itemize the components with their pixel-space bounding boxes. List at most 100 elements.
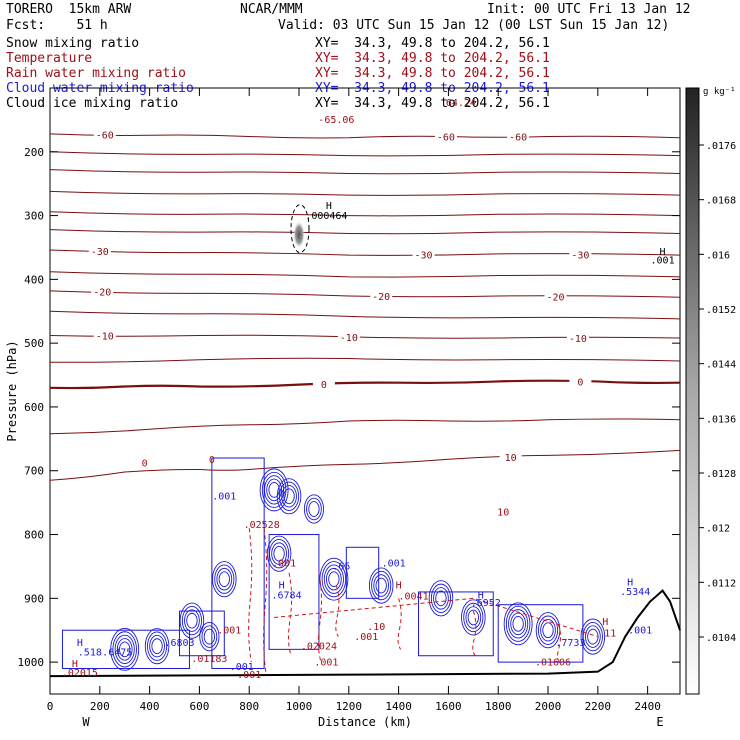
cloud-water-contour <box>268 482 280 498</box>
contour-label: .518 <box>78 648 102 659</box>
field-name: Snow mixing ratio <box>6 36 140 51</box>
contour-label: .7733 <box>555 638 585 649</box>
field-xs: XY= 34.3, 49.8 to 204.2, 56.1 <box>315 96 550 111</box>
colorbar-tick-label: .0136 <box>706 414 736 425</box>
contour-label: .001 <box>212 491 236 502</box>
colorbar-tick-label: .0168 <box>706 196 736 207</box>
cloud-water-contour <box>147 631 168 661</box>
cloud-water-contour <box>542 622 554 639</box>
contour-label: .001 <box>230 662 254 673</box>
isotherm-line <box>49 151 681 157</box>
cloud-water-contour <box>119 641 131 658</box>
contour-label: .6475 <box>102 648 132 659</box>
y-tick-label: 300 <box>24 210 44 223</box>
x-tick-label: 600 <box>189 700 209 713</box>
cloud-water-contour <box>503 602 533 646</box>
field-xs: XY= 34.3, 49.8 to 204.2, 56.1 <box>315 36 550 51</box>
field-xs: XY= 34.3, 49.8 to 204.2, 56.1 <box>315 51 550 66</box>
contour-label: 0 <box>209 455 215 466</box>
cloud-water-outline <box>345 546 380 599</box>
colorbar-tick-label: .0104 <box>706 633 736 644</box>
cloud-water-contour <box>537 615 559 645</box>
isotherm-line <box>49 418 681 435</box>
isotherm-label-bg <box>566 332 589 344</box>
init-label: Init: 00 UTC Fri 13 Jan 12 <box>487 2 691 17</box>
contour-label: H <box>627 578 633 589</box>
isotherm-label: -20 <box>372 292 390 303</box>
isotherm-label-bg <box>93 329 116 341</box>
contour-label: H <box>478 590 484 601</box>
x-tick-label: 1600 <box>435 700 462 713</box>
y-tick-label: 400 <box>24 273 44 286</box>
contour-label: H <box>602 617 608 628</box>
contour-label: H <box>279 581 285 592</box>
x-axis-left-end: W <box>82 715 90 729</box>
cloud-water-contour <box>144 628 170 665</box>
isotherm-line <box>49 449 681 481</box>
rain-water-contour <box>274 597 598 638</box>
cloud-water-outline <box>178 610 225 657</box>
rain-water-contour <box>335 585 340 637</box>
isotherm-label-bg <box>370 289 393 301</box>
isotherm-label-bg <box>569 248 592 260</box>
isotherm-label-bg <box>499 450 522 462</box>
terrain-line <box>49 589 681 678</box>
cloud-water-contour <box>433 587 449 610</box>
isotherm-label: -10 <box>569 334 587 345</box>
cloud-water-contour <box>186 612 198 629</box>
contour-label: 64.24 <box>446 98 476 109</box>
cloud-water-contour <box>375 577 387 594</box>
cloud-water-contour <box>430 583 451 613</box>
x-axis-right-end: E <box>656 715 663 729</box>
cloud-water-contour <box>201 625 218 648</box>
y-tick-label: 900 <box>24 592 44 605</box>
cloud-water-contour <box>428 580 454 617</box>
cloud-water-contour <box>273 545 285 562</box>
cloud-water-contour <box>435 590 447 607</box>
x-tick-label: 200 <box>90 700 110 713</box>
contour-label: .001 <box>217 625 241 636</box>
field-xs: XY= 34.3, 49.8 to 204.2, 56.1 <box>315 66 550 81</box>
x-tick-label: 1800 <box>485 700 512 713</box>
cloud-water-contour <box>465 606 482 629</box>
x-tick-label: 2200 <box>585 700 612 713</box>
contour-label: 10 <box>497 507 509 518</box>
contour-label: .65 <box>332 562 350 573</box>
cloud-water-contour <box>279 481 300 511</box>
cloud-water-contour <box>116 638 133 661</box>
contour-label: .001 <box>314 657 338 668</box>
rain-water-contour <box>397 598 402 650</box>
contour-label: .02015 <box>62 668 98 679</box>
y-tick-label: 700 <box>24 465 44 478</box>
cloud-water-outline <box>418 591 494 657</box>
isotherm-label: -60 <box>509 132 527 143</box>
colorbar-tick-label: .0176 <box>706 141 736 152</box>
contour-label: H <box>396 581 402 592</box>
isotherm-line <box>49 290 681 298</box>
x-tick-label: 2000 <box>535 700 562 713</box>
cloud-water-contour <box>276 478 302 515</box>
cloud-water-contour <box>512 615 524 632</box>
colorbar-ramp <box>685 87 700 695</box>
isotherm-line <box>49 271 681 278</box>
contour-label: .000464 <box>305 211 347 222</box>
plot-frame <box>49 87 681 695</box>
contour-label: .001 <box>272 558 296 569</box>
snow-mixing-cell <box>293 220 306 249</box>
contour-label: .0041 <box>399 592 429 603</box>
contour-label: .6784 <box>272 590 302 601</box>
contour-label: .10 <box>367 622 385 633</box>
cloud-water-contour <box>321 561 347 598</box>
x-tick-label: 1400 <box>385 700 412 713</box>
cloud-water-contour <box>326 567 342 591</box>
isotherm-label-bg <box>93 128 116 140</box>
isotherm-label-bg <box>91 285 114 297</box>
colorbar: g kg⁻¹ .0104 .0112 .012 .0128 .0136 .0144 .015… <box>685 87 736 695</box>
contour-label: H <box>77 638 83 649</box>
contour-label: .001 <box>382 558 406 569</box>
contour-label: -65.06 <box>318 115 354 126</box>
y-tick-label: 200 <box>24 146 44 159</box>
isotherm-label: 10 <box>505 453 517 464</box>
contour-label: .6803 <box>164 638 194 649</box>
